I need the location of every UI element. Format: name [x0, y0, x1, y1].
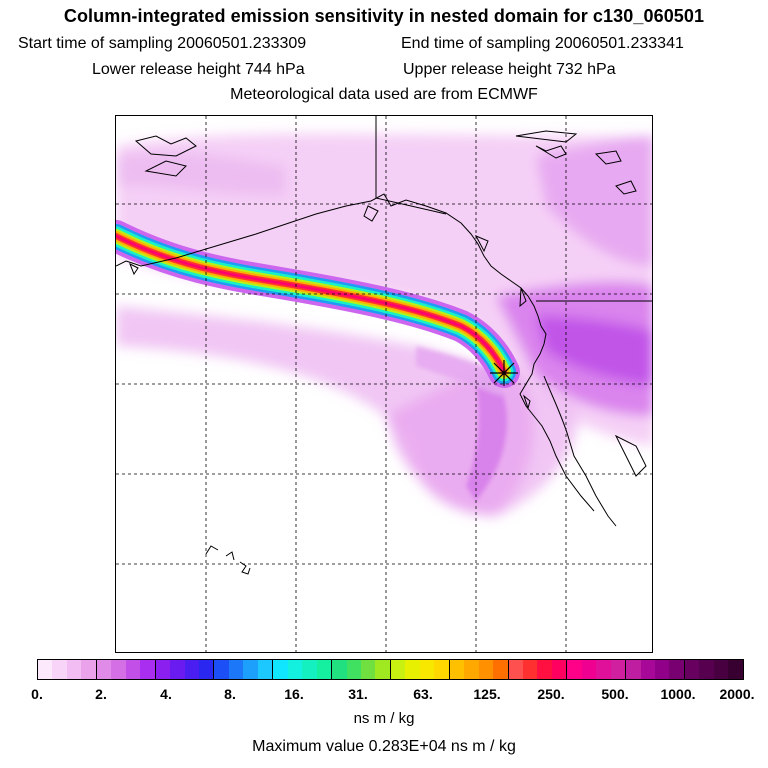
colorbar-segment: [596, 660, 611, 679]
coastlines: [116, 116, 652, 575]
lower-release-label: Lower release height 744 hPa: [92, 61, 305, 78]
sensitivity-field: [116, 133, 652, 516]
end-time-label: End time of sampling 20060501.233341: [401, 35, 684, 52]
colorbar-tick: 31.: [348, 686, 368, 702]
colorbar-segment: [155, 660, 171, 679]
colorbar-segment: [405, 660, 420, 679]
colorbar-tick: 16.: [284, 686, 304, 702]
colorbar-segment: [669, 660, 685, 679]
colorbar-segment: [287, 660, 303, 679]
colorbar-segment: [346, 660, 361, 679]
colorbar-segment: [140, 660, 156, 679]
colorbar-segment: [478, 660, 494, 679]
colorbar-segment: [228, 660, 244, 679]
colorbar-segment: [655, 660, 670, 679]
release-point-marker: [490, 360, 518, 386]
colorbar-segment: [52, 660, 67, 679]
colorbar-tick: 125.: [473, 686, 501, 702]
colorbar-segment: [375, 660, 391, 679]
colorbar-segment: [316, 660, 333, 679]
sensitivity-core: [416, 346, 507, 501]
map-canvas: [116, 116, 652, 652]
plume-track: [116, 220, 520, 388]
colorbar-tick: 63.: [413, 686, 433, 702]
colorbar-segment: [610, 660, 627, 679]
colorbar-segment: [626, 660, 641, 679]
colorbar-segment: [214, 660, 229, 679]
colorbar-segment: [449, 660, 465, 679]
colorbar-segment: [551, 660, 568, 679]
colorbar-segment: [640, 660, 656, 679]
colorbar-segment: [96, 660, 112, 679]
colorbar: [37, 659, 744, 680]
colorbar-segment: [567, 660, 582, 679]
met-data-label: Meteorological data used are from ECMWF: [230, 86, 538, 103]
start-time-label: Start time of sampling 20060501.233309: [18, 35, 307, 52]
colorbar-segment: [684, 660, 700, 679]
colorbar-segment: [198, 660, 215, 679]
colorbar-segment: [581, 660, 597, 679]
colorbar-segment: [508, 660, 523, 679]
colorbar-segment: [302, 660, 317, 679]
colorbar-segment: [464, 660, 479, 679]
colorbar-tick: 1000.: [660, 686, 696, 702]
colorbar-tick: 250.: [537, 686, 565, 702]
colorbar-segment: [728, 660, 743, 679]
colorbar-tick: 500.: [601, 686, 629, 702]
colorbar-segment: [419, 660, 435, 679]
map-panel: [115, 115, 653, 653]
colorbar-segment: [390, 660, 406, 679]
colorbar-segment: [38, 660, 53, 679]
colorbar-segment: [125, 660, 141, 679]
plot-title: Column-integrated emission sensitivity i…: [63, 6, 705, 26]
colorbar-segment: [434, 660, 450, 679]
colorbar-segment: [699, 660, 714, 679]
colorbar-segment: [257, 660, 274, 679]
colorbar-segment: [81, 660, 97, 679]
colorbar-segment: [360, 660, 376, 679]
colorbar-segment: [332, 660, 347, 679]
colorbar-segment: [170, 660, 185, 679]
colorbar-segment: [66, 660, 82, 679]
colorbar-segment: [713, 660, 729, 679]
colorbar-segment: [522, 660, 538, 679]
colorbar-segment: [493, 660, 509, 679]
colorbar-tick: 0.: [31, 686, 43, 702]
colorbar-tick: 2000.: [719, 686, 755, 702]
colorbar-segment: [111, 660, 126, 679]
colorbar-segment: [273, 660, 288, 679]
colorbar-segment: [537, 660, 552, 679]
colorbar-units: ns m / kg: [353, 710, 415, 727]
colorbar-tick: 8.: [224, 686, 236, 702]
upper-release-label: Upper release height 732 hPa: [403, 61, 616, 78]
maximum-value-label: Maximum value 0.283E+04 ns m / kg: [252, 738, 516, 755]
colorbar-segment: [243, 660, 258, 679]
colorbar-segment: [184, 660, 199, 679]
colorbar-tick: 2.: [95, 686, 107, 702]
colorbar-tick: 4.: [160, 686, 172, 702]
